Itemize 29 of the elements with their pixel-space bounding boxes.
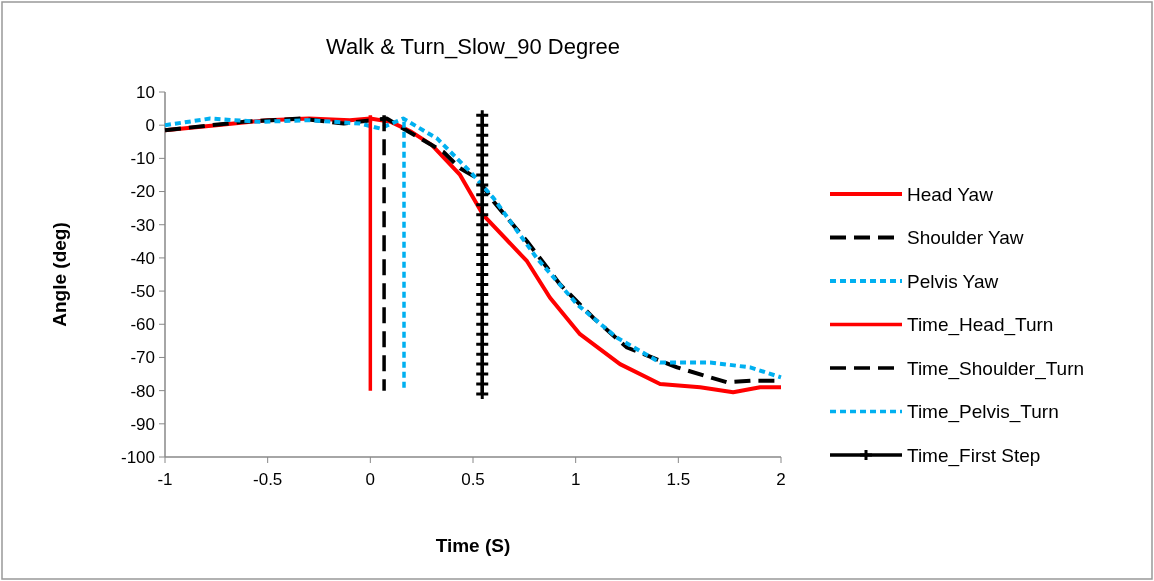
x-tick-label: 0	[365, 470, 376, 489]
legend-label: Pelvis Yaw	[907, 270, 999, 292]
y-tick-label: -20	[130, 182, 155, 202]
legend-label: Shoulder Yaw	[907, 227, 1024, 249]
y-tick-label: -80	[130, 381, 155, 401]
y-tick-label: -90	[130, 414, 155, 434]
x-tick-label: 1.5	[666, 470, 691, 489]
legend-label: Time_First Step	[907, 444, 1041, 467]
y-tick-label: -60	[130, 315, 155, 335]
legend-label: Time_Head_Turn	[907, 314, 1054, 337]
x-tick-label: 2	[776, 470, 786, 489]
legend-label: Time_Shoulder_Turn	[907, 357, 1085, 380]
y-tick-label: -10	[130, 149, 155, 169]
y-tick-label: 0	[145, 116, 155, 136]
x-tick-label: 0.5	[461, 470, 485, 489]
x-tick-label: 1	[570, 470, 581, 489]
y-tick-label: -100	[120, 447, 155, 467]
x-tick-label: -0.5	[253, 470, 283, 489]
x-axis-title: Time (S)	[435, 535, 511, 556]
legend-label: Time_Pelvis_Turn	[907, 401, 1059, 424]
chart-title: Walk & Turn_Slow_90 Degree	[326, 34, 620, 59]
y-axis-title: Angle (deg)	[49, 222, 70, 327]
legend-label: Head Yaw	[907, 183, 994, 205]
y-tick-label: -40	[130, 248, 155, 268]
y-tick-label: -70	[130, 348, 155, 368]
y-tick-label: -50	[130, 282, 155, 302]
y-tick-label: -30	[130, 215, 155, 235]
x-tick-label: -1	[157, 470, 173, 489]
y-tick-label: 10	[136, 82, 155, 102]
